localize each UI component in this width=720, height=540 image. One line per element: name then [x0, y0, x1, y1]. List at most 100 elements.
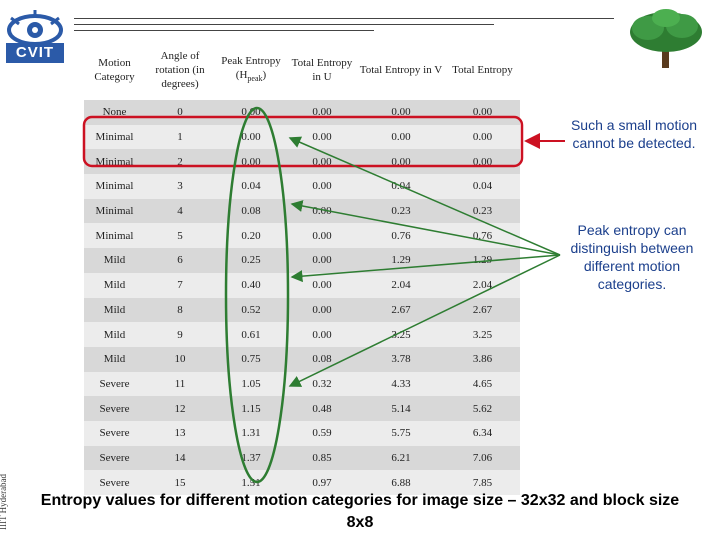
table-row: Mild 7 0.40 0.00 2.04 2.04 — [84, 272, 520, 298]
cell-peak: 0.00 — [215, 149, 287, 175]
cell-total-v: 3.25 — [357, 322, 445, 347]
cell-total: 0.23 — [445, 198, 520, 224]
cell-peak: 0.00 — [215, 124, 287, 150]
cell-total: 3.25 — [445, 322, 520, 347]
cell-total: 0.76 — [445, 223, 520, 249]
cell-total: 5.62 — [445, 396, 520, 421]
cell-total-u: 0.00 — [287, 149, 357, 175]
table-row: Mild 8 0.52 0.00 2.67 2.67 — [84, 297, 520, 323]
cell-total-v: 5.14 — [357, 396, 445, 421]
cell-total-u: 0.00 — [287, 223, 357, 249]
cell-angle: 4 — [145, 198, 215, 224]
cell-peak: 1.05 — [215, 371, 287, 397]
cell-total: 2.04 — [445, 272, 520, 298]
cell-category: Severe — [84, 445, 145, 471]
cell-angle: 0 — [145, 100, 215, 125]
table-row: Minimal 3 0.04 0.00 0.04 0.04 — [84, 174, 520, 199]
cell-peak: 1.15 — [215, 396, 287, 421]
header-total: Total Entropy — [452, 64, 513, 76]
cell-total-v: 2.04 — [357, 272, 445, 298]
cell-total-u: 0.48 — [287, 396, 357, 421]
cell-category: Minimal — [84, 149, 145, 175]
cell-total: 7.06 — [445, 445, 520, 471]
table-row: Severe 12 1.15 0.48 5.14 5.62 — [84, 396, 520, 421]
cell-total: 0.04 — [445, 174, 520, 199]
cell-total-u: 0.00 — [287, 272, 357, 298]
cell-peak: 0.04 — [215, 174, 287, 199]
cell-peak: 0.75 — [215, 346, 287, 372]
cell-angle: 11 — [145, 371, 215, 397]
cell-total-v: 5.75 — [357, 420, 445, 446]
cell-angle: 1 — [145, 124, 215, 150]
cell-total: 0.00 — [445, 149, 520, 175]
cell-total-u: 0.00 — [287, 100, 357, 125]
cell-category: Minimal — [84, 198, 145, 224]
cell-total-u: 0.00 — [287, 198, 357, 224]
entropy-table: Motion Category Angle of rotation (in de… — [84, 40, 520, 495]
cell-angle: 3 — [145, 174, 215, 199]
cell-angle: 12 — [145, 396, 215, 421]
cell-total-v: 6.21 — [357, 445, 445, 471]
cell-total-v: 0.76 — [357, 223, 445, 249]
header-rule — [74, 18, 614, 19]
cell-total: 6.34 — [445, 420, 520, 446]
note-small-motion: Such a small motion cannot be detected. — [570, 117, 698, 151]
cell-category: Mild — [84, 297, 145, 323]
side-label: IIIT Hyderabad — [0, 473, 8, 530]
cell-peak: 0.25 — [215, 248, 287, 273]
cell-category: Mild — [84, 322, 145, 347]
cell-category: Severe — [84, 420, 145, 446]
cell-angle: 13 — [145, 420, 215, 446]
header-motion-category: Motion Category — [94, 57, 135, 83]
logo-text: CVIT — [6, 43, 64, 63]
cell-total: 2.67 — [445, 297, 520, 323]
header-rule — [74, 30, 374, 31]
cell-total-v: 0.04 — [357, 174, 445, 199]
cell-category: Severe — [84, 396, 145, 421]
cell-total-u: 0.85 — [287, 445, 357, 471]
cell-category: None — [84, 100, 145, 125]
cell-total-v: 0.00 — [357, 100, 445, 125]
cell-total: 0.00 — [445, 124, 520, 150]
cell-category: Severe — [84, 470, 145, 495]
cell-total-v: 1.29 — [357, 248, 445, 273]
cell-total-v: 0.23 — [357, 198, 445, 224]
cell-category: Minimal — [84, 124, 145, 150]
cell-peak: 0.00 — [215, 100, 287, 125]
cell-angle: 6 — [145, 248, 215, 273]
cell-peak: 0.61 — [215, 322, 287, 347]
header-angle: Angle of rotation (in degrees) — [155, 50, 205, 90]
cell-total-u: 0.00 — [287, 124, 357, 150]
header-peak-entropy: Peak Entropy (Hpeak) — [221, 54, 281, 84]
cell-total-u: 0.08 — [287, 346, 357, 372]
cell-total-u: 0.59 — [287, 420, 357, 446]
cell-peak: 0.40 — [215, 272, 287, 298]
cell-category: Minimal — [84, 223, 145, 249]
cell-total-u: 0.00 — [287, 248, 357, 273]
table-row: Minimal 2 0.00 0.00 0.00 0.00 — [84, 149, 520, 175]
cell-total-u: 0.00 — [287, 322, 357, 347]
cell-angle: 9 — [145, 322, 215, 347]
cell-total-u: 0.32 — [287, 371, 357, 397]
tree-icon — [630, 9, 702, 68]
header-total-u: Total Entropy in U — [291, 57, 353, 83]
cell-angle: 5 — [145, 223, 215, 249]
cell-category: Minimal — [84, 174, 145, 199]
cell-total-u: 0.00 — [287, 297, 357, 323]
cell-total-v: 3.78 — [357, 346, 445, 372]
cell-total-v: 4.33 — [357, 371, 445, 397]
cell-category: Mild — [84, 346, 145, 372]
table-row: Severe 13 1.31 0.59 5.75 6.34 — [84, 420, 520, 446]
cell-peak: 1.31 — [215, 420, 287, 446]
header-total-v: Total Entropy in V — [359, 64, 443, 76]
table-row: Minimal 4 0.08 0.00 0.23 0.23 — [84, 198, 520, 224]
cell-total: 1.29 — [445, 248, 520, 273]
cell-total-u: 0.97 — [287, 470, 357, 495]
cell-peak: 0.20 — [215, 223, 287, 249]
table-row: Mild 6 0.25 0.00 1.29 1.29 — [84, 248, 520, 273]
header-rule — [74, 24, 494, 25]
cell-category: Severe — [84, 371, 145, 397]
cell-total: 7.85 — [445, 470, 520, 495]
cell-peak: 0.52 — [215, 297, 287, 323]
cell-category: Mild — [84, 272, 145, 298]
